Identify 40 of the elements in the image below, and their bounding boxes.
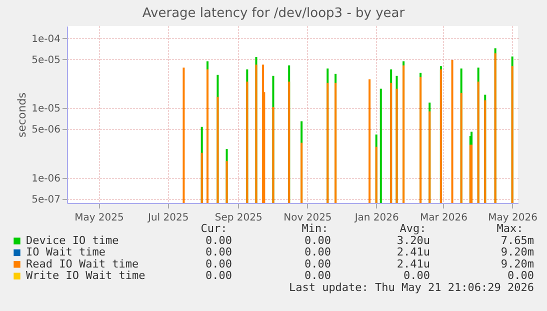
text: 0.00 (206, 257, 232, 270)
x-tick-label: May 2025 (74, 212, 124, 224)
x-tick-label: Mar 2026 (420, 212, 468, 224)
y-tick-label: 1e-04 (32, 34, 60, 45)
text: 0.00 (304, 257, 331, 270)
text: 2.41u (396, 246, 430, 259)
text: 0.00 (304, 246, 331, 259)
x-tick-label: May 2026 (488, 212, 538, 224)
text: 0.00 (304, 234, 331, 247)
y-tick-label: 5e-05 (32, 54, 60, 66)
text: Avg: (400, 222, 426, 235)
y-tick-label: 1e-06 (32, 174, 60, 185)
text: 2.41u (396, 257, 430, 270)
y-axis-title: seconds (16, 92, 29, 138)
text: 9.20m (500, 246, 534, 259)
y-tick-label: 5e-06 (32, 124, 60, 136)
text: 3.20u (396, 234, 430, 247)
text: Last update: Thu May 21 21:06:29 2026 (288, 281, 534, 294)
text: 0.00 (304, 269, 331, 282)
text: Cur: (200, 222, 228, 235)
x-tick-label: Sep 2025 (214, 212, 262, 224)
legend-label: IO Wait time (26, 246, 106, 259)
chart-title: Average latency for /dev/loop3 - by year (142, 6, 406, 21)
legend-label: Device IO time (26, 234, 119, 247)
text: 0.00 (206, 246, 232, 259)
legend-label: Write IO Wait time (26, 269, 146, 282)
y-tick-label: 1e-05 (32, 104, 60, 115)
x-tick-label: Jul 2025 (147, 212, 189, 224)
text: Max: (496, 222, 524, 235)
text: 7.65m (500, 234, 534, 247)
text: 0.00 (508, 269, 534, 282)
text: 0.00 (206, 269, 232, 282)
legend-label: Read IO Wait time (26, 257, 139, 270)
x-tick-label: Jan 2026 (354, 212, 399, 224)
text: Min: (302, 222, 328, 235)
text: 0.00 (206, 234, 232, 247)
x-tick-label: Nov 2025 (284, 212, 332, 224)
text: 9.20m (500, 257, 534, 270)
y-tick-label: 5e-07 (32, 194, 60, 206)
text: 0.00 (404, 269, 430, 282)
